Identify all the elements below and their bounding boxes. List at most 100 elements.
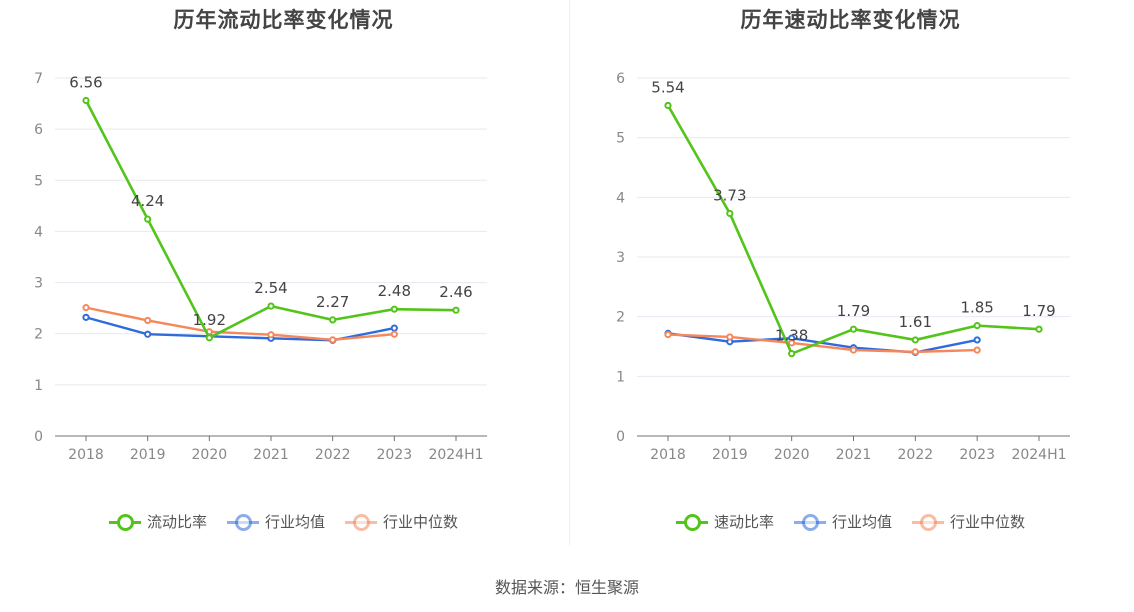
- data-label: 1.38: [775, 327, 808, 345]
- data-label: 4.24: [131, 192, 164, 210]
- data-label: 1.85: [960, 299, 993, 317]
- data-point: [911, 336, 919, 344]
- legend-line-icon: [793, 513, 826, 531]
- x-tick-label: 2024H1: [1011, 447, 1066, 463]
- data-point: [82, 313, 90, 321]
- y-tick-label: 4: [34, 224, 43, 240]
- data-point: [973, 322, 981, 330]
- data-point: [205, 334, 213, 342]
- data-point: [911, 348, 919, 356]
- data-label: 2.48: [378, 282, 411, 300]
- y-tick-label: 3: [616, 250, 625, 266]
- data-point: [973, 336, 981, 344]
- series-line: [85, 306, 395, 342]
- data-label: 1.61: [899, 313, 932, 331]
- data-point: [849, 325, 858, 333]
- quick-ratio-chart: 0 1 2 3 4 5 6 2018 2019 2020 2021 2022 2023 2024H1 5.5…: [616, 71, 1070, 463]
- x-tick-label: 2022: [315, 447, 351, 463]
- legend-line-icon: [675, 513, 708, 531]
- data-point: [267, 331, 275, 339]
- data-label: 1.92: [193, 311, 226, 329]
- data-point: [452, 306, 460, 314]
- data-point: [664, 101, 672, 110]
- panel-divider: [569, 0, 570, 545]
- y-tick-label: 5: [34, 173, 43, 189]
- y-tick-label: 5: [616, 131, 625, 147]
- legend-label: 行业中位数: [383, 513, 459, 531]
- y-tick-label: 4: [616, 190, 625, 206]
- data-point: [267, 302, 275, 310]
- left-chart-panel: 历年流动比率变化情况 0 1 2 3 4 5 6 7 2018 2019 2020 2021 2022 2…: [0, 0, 567, 560]
- y-tick-label: 1: [616, 369, 625, 385]
- legend-line-icon: [345, 513, 377, 531]
- data-point: [788, 350, 796, 358]
- data-point: [82, 304, 90, 312]
- x-tick-label: 2022: [898, 447, 934, 463]
- legend-label: 行业均值: [831, 513, 892, 531]
- y-tick-label: 1: [34, 378, 43, 394]
- legend-label: 速动比率: [713, 513, 774, 531]
- x-tick-label: 2023: [377, 447, 413, 463]
- data-point: [788, 339, 796, 347]
- data-point: [329, 336, 337, 344]
- data-label: 1.79: [837, 302, 870, 320]
- data-point: [390, 324, 398, 332]
- current-ratio-chart: 0 1 2 3 4 5 6 7 2018 2019 2020 2021 2022 2023 2024H1 6.…: [34, 71, 487, 463]
- y-tick-label: 0: [616, 429, 625, 445]
- y-tick-label: 2: [616, 310, 625, 326]
- x-tick-label: 2024H1: [428, 447, 483, 463]
- y-tick-label: 6: [616, 71, 625, 87]
- data-label: 1.79: [1022, 302, 1055, 320]
- data-point: [726, 209, 734, 218]
- legend-line-icon: [108, 513, 141, 531]
- legend-item-industry-median[interactable]: 行业中位数: [345, 511, 458, 532]
- legend: 流动比率 行业均值 行业中位数: [0, 511, 567, 532]
- legend-label: 行业中位数: [950, 513, 1026, 531]
- data-label: 2.27: [316, 293, 349, 311]
- data-point: [849, 346, 858, 354]
- data-point: [144, 330, 152, 338]
- y-tick-label: 7: [34, 71, 43, 87]
- data-point: [973, 346, 981, 354]
- data-label: 5.54: [651, 78, 684, 96]
- x-tick-label: 2021: [253, 447, 289, 463]
- y-tick-label: 2: [34, 327, 43, 343]
- y-tick-label: 3: [34, 276, 43, 292]
- legend-line-icon: [226, 513, 259, 531]
- data-point: [144, 215, 152, 223]
- legend-label: 流动比率: [146, 513, 207, 531]
- legend: 速动比率 行业均值 行业中位数: [567, 511, 1134, 532]
- legend-item-industry-median[interactable]: 行业中位数: [912, 511, 1025, 532]
- x-tick-label: 2019: [130, 447, 166, 463]
- data-label: 3.73: [713, 186, 746, 204]
- x-tick-label: 2019: [712, 447, 748, 463]
- right-chart-panel: 历年速动比率变化情况 0 1 2 3 4 5 6 2018 2019 2020 2021 2022 20…: [567, 0, 1134, 560]
- data-point: [1035, 325, 1043, 333]
- data-label: 2.54: [254, 279, 287, 297]
- y-tick-label: 0: [34, 429, 43, 445]
- x-tick-label: 2020: [192, 447, 228, 463]
- legend-line-icon: [912, 513, 944, 531]
- data-point: [726, 333, 734, 341]
- legend-item-industry-mean[interactable]: 行业均值: [793, 511, 892, 532]
- legend-item-current-ratio[interactable]: 流动比率: [108, 511, 207, 532]
- legend-label: 行业均值: [264, 513, 325, 531]
- data-point: [390, 305, 398, 313]
- data-source-note: 数据来源：恒生聚源: [494, 578, 639, 597]
- x-tick-label: 2020: [774, 447, 810, 463]
- x-tick-label: 2018: [650, 447, 686, 463]
- data-point: [664, 330, 672, 339]
- data-point: [144, 316, 152, 325]
- x-tick-label: 2023: [959, 447, 995, 463]
- y-tick-label: 6: [34, 122, 43, 138]
- series-line: [667, 333, 978, 354]
- x-tick-label: 2018: [68, 447, 104, 463]
- data-label: 2.46: [439, 283, 472, 301]
- data-point: [82, 96, 90, 105]
- legend-item-quick-ratio[interactable]: 速动比率: [675, 511, 774, 532]
- data-label: 6.56: [69, 74, 102, 92]
- series-line: [84, 99, 457, 340]
- data-point: [329, 316, 337, 324]
- data-point: [390, 330, 398, 338]
- legend-item-industry-mean[interactable]: 行业均值: [226, 511, 325, 532]
